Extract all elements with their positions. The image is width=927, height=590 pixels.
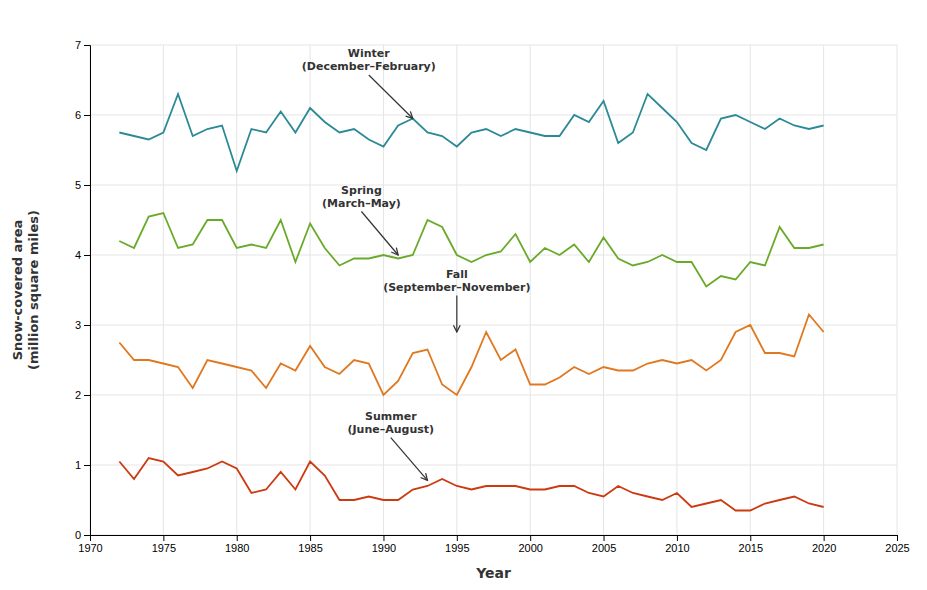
- tick-label: 2025: [885, 542, 909, 554]
- tick: 2020: [812, 535, 836, 554]
- tick: 1980: [225, 535, 249, 554]
- tick-label: 1: [75, 459, 81, 471]
- tick-label: 1985: [298, 542, 322, 554]
- annotation-arrow: [361, 212, 398, 256]
- tick-mark: [84, 45, 90, 46]
- y-axis-title: Snow-covered area(million square miles): [10, 210, 41, 370]
- grid-line: [90, 45, 897, 46]
- tick: 2: [75, 389, 90, 401]
- tick-label: 3: [75, 319, 81, 331]
- tick-label: 0: [75, 529, 81, 541]
- annotation: Spring(March–May): [322, 184, 401, 210]
- tick: 1970: [78, 535, 102, 554]
- tick-label: 1970: [78, 542, 102, 554]
- tick-mark: [84, 395, 90, 396]
- grid-line: [90, 255, 897, 256]
- grid-line: [90, 115, 897, 116]
- grid-line: [236, 45, 237, 535]
- tick: 1: [75, 459, 90, 471]
- annotation: Fall(September–November): [383, 268, 530, 294]
- tick-mark: [84, 115, 90, 116]
- tick-mark: [84, 325, 90, 326]
- tick-mark: [897, 535, 898, 541]
- tick-label: 4: [75, 249, 81, 261]
- grid-line: [90, 185, 897, 186]
- tick: 0: [75, 529, 90, 541]
- tick: 6: [75, 109, 90, 121]
- tick: 2005: [592, 535, 616, 554]
- tick-label: 1990: [372, 542, 396, 554]
- x-axis-title: Year: [475, 565, 511, 581]
- annotation-arrow: [369, 75, 413, 119]
- x-axis: 1970 1975 1980 1985 1990 1995 2000 2005 2010 2015…: [78, 535, 909, 554]
- tick-label: 6: [75, 109, 81, 121]
- tick-label: 2020: [812, 542, 836, 554]
- grid-line: [676, 45, 677, 535]
- tick-mark: [457, 535, 458, 541]
- tick-label: 7: [75, 39, 81, 51]
- annotation: Summer(June–August): [347, 410, 434, 436]
- grid-line: [90, 395, 897, 396]
- y-axis: 0 1 2 3 4 5 6 7: [75, 39, 91, 541]
- plot-area: 1970197519801985199019952000200520102015…: [75, 39, 910, 554]
- annotations: Winter(December–February) Spring(March–Ma…: [302, 47, 531, 480]
- tick-mark: [824, 535, 825, 541]
- tick-label: 2000: [518, 542, 542, 554]
- tick: 1995: [445, 535, 469, 554]
- tick: 2000: [518, 535, 542, 554]
- axis-line: [84, 46, 91, 536]
- series-line: [119, 213, 823, 287]
- tick-mark: [84, 255, 90, 256]
- lines: [119, 94, 823, 511]
- tick-label: 2015: [739, 542, 763, 554]
- axis-line: [91, 536, 898, 542]
- tick: 7: [75, 39, 90, 51]
- tick-mark: [530, 535, 531, 541]
- tick: 2010: [665, 535, 689, 554]
- tick-label: 2005: [592, 542, 616, 554]
- tick: 3: [75, 319, 90, 331]
- tick-mark: [163, 535, 164, 541]
- tick-mark: [750, 535, 751, 541]
- tick-label: 1995: [445, 542, 469, 554]
- grid: [90, 45, 897, 535]
- grid-line: [897, 45, 898, 535]
- series-line: [119, 458, 823, 511]
- annotation-arrow: [391, 438, 428, 481]
- grid-line: [90, 465, 897, 466]
- grid-line: [750, 45, 751, 535]
- series-line: [119, 315, 823, 396]
- chart: 1970197519801985199019952000200520102015…: [0, 0, 927, 590]
- tick-label: 2: [75, 389, 81, 401]
- grid-line: [90, 325, 897, 326]
- tick-label: 2010: [665, 542, 689, 554]
- tick-label: 5: [75, 179, 81, 191]
- tick: 4: [75, 249, 90, 261]
- tick-mark: [84, 535, 90, 536]
- tick: 2015: [739, 535, 763, 554]
- tick-mark: [84, 185, 90, 186]
- tick: 5: [75, 179, 90, 191]
- tick-mark: [383, 535, 384, 541]
- tick-mark: [677, 535, 678, 541]
- tick-mark: [84, 465, 90, 466]
- grid-line: [823, 45, 824, 535]
- tick: 1975: [152, 535, 176, 554]
- tick: 1985: [298, 535, 322, 554]
- tick-mark: [310, 535, 311, 541]
- tick: 2025: [885, 535, 909, 554]
- series-line: [119, 94, 823, 171]
- tick-mark: [604, 535, 605, 541]
- tick-label: 1980: [225, 542, 249, 554]
- annotation: Winter(December–February): [302, 47, 436, 73]
- tick-mark: [237, 535, 238, 541]
- tick-label: 1975: [152, 542, 176, 554]
- tick: 1990: [372, 535, 396, 554]
- grid-line: [603, 45, 604, 535]
- annotation-arrow: [456, 296, 457, 333]
